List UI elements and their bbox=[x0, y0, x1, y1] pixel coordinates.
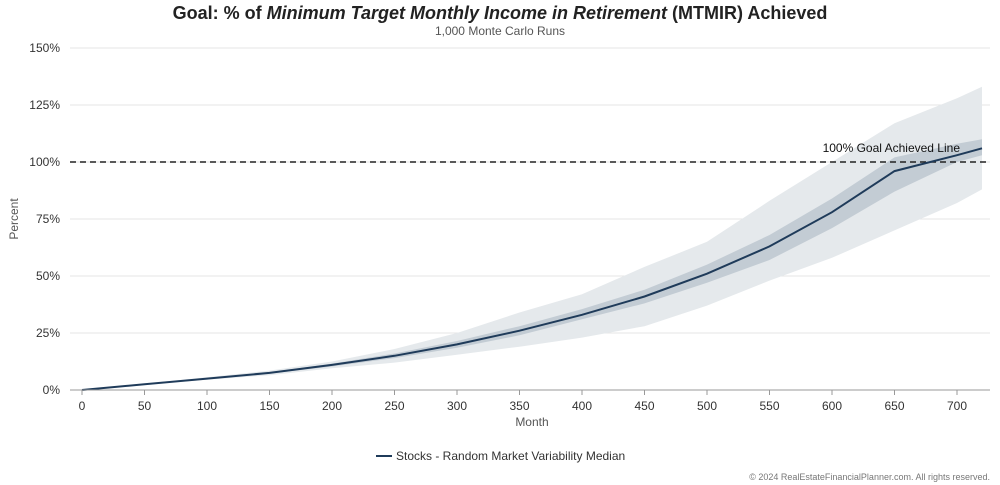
confidence-bands bbox=[82, 86, 982, 391]
band-outer bbox=[82, 86, 982, 391]
x-tick-label: 200 bbox=[322, 399, 342, 413]
legend[interactable]: Stocks - Random Market Variability Media… bbox=[376, 449, 625, 463]
copyright-text: © 2024 RealEstateFinancialPlanner.com. A… bbox=[749, 472, 990, 482]
x-tick-label: 400 bbox=[572, 399, 592, 413]
y-tick-label: 0% bbox=[43, 383, 61, 397]
chart-title: Goal: % of Minimum Target Monthly Income… bbox=[173, 3, 828, 23]
x-tick-label: 450 bbox=[634, 399, 654, 413]
x-tick-label: 600 bbox=[822, 399, 842, 413]
series-lines bbox=[81, 147, 983, 391]
y-tick-label: 125% bbox=[29, 98, 60, 112]
x-tick-label: 250 bbox=[384, 399, 404, 413]
goal-line-label: 100% Goal Achieved Line bbox=[823, 141, 961, 155]
x-tick-label: 500 bbox=[697, 399, 717, 413]
y-axis-ticks: 0% 25% 50% 75% 100% 125% 150% bbox=[29, 41, 60, 397]
y-axis-title: Percent bbox=[7, 198, 21, 240]
x-tick-label: 700 bbox=[947, 399, 967, 413]
chart-title-prefix: Goal: % of bbox=[173, 3, 267, 23]
x-tick-label: 150 bbox=[259, 399, 279, 413]
y-tick-label: 150% bbox=[29, 41, 60, 55]
goal-line-group: 100% Goal Achieved Line bbox=[70, 141, 990, 163]
band-inner bbox=[82, 139, 982, 390]
median-series-line bbox=[81, 147, 983, 391]
x-tick-label: 350 bbox=[509, 399, 529, 413]
y-tick-label: 50% bbox=[36, 269, 60, 283]
x-tick-label: 650 bbox=[884, 399, 904, 413]
x-axis-title: Month bbox=[515, 415, 548, 429]
chart-title-suffix: (MTMIR) Achieved bbox=[667, 3, 827, 23]
x-tick-label: 550 bbox=[759, 399, 779, 413]
y-tick-label: 75% bbox=[36, 212, 60, 226]
x-tick-label: 300 bbox=[447, 399, 467, 413]
legend-label: Stocks - Random Market Variability Media… bbox=[396, 449, 625, 463]
x-axis-ticks: 0 50 100 150 200 250 300 350 400 450 500 550 600 650 7… bbox=[79, 390, 967, 413]
chart-title-italic: Minimum Target Monthly Income in Retirem… bbox=[267, 3, 668, 23]
x-tick-label: 50 bbox=[138, 399, 152, 413]
chart-subtitle: 1,000 Monte Carlo Runs bbox=[435, 24, 565, 38]
x-tick-label: 100 bbox=[197, 399, 217, 413]
y-tick-label: 25% bbox=[36, 326, 60, 340]
x-tick-label: 0 bbox=[79, 399, 86, 413]
y-tick-label: 100% bbox=[29, 155, 60, 169]
